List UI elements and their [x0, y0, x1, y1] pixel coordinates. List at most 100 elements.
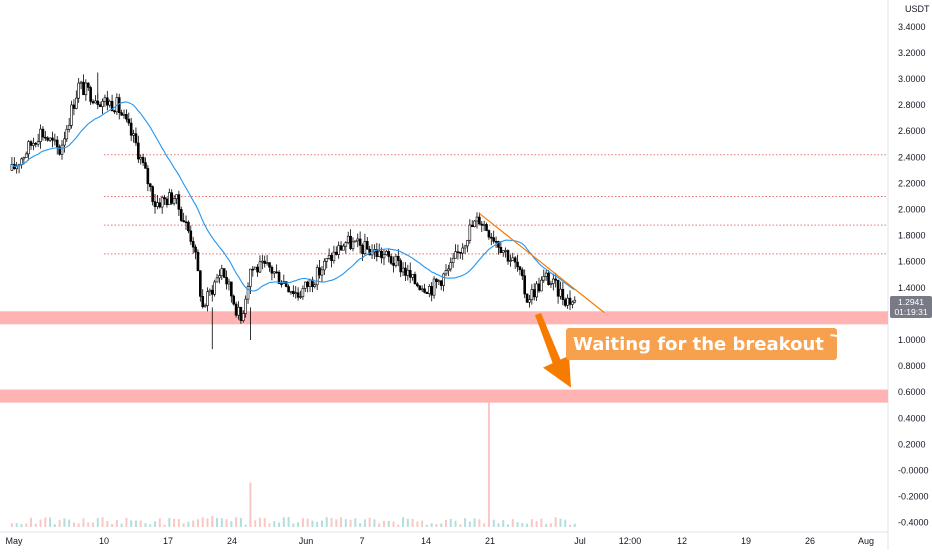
candle-body	[58, 146, 61, 155]
candle-body	[265, 262, 269, 264]
time-tick-label: 12	[677, 536, 687, 546]
descending-trendline[interactable]	[479, 212, 605, 314]
candle-body	[509, 260, 512, 262]
callout[interactable]: Waiting for the breakout ⤵	[566, 328, 849, 360]
candle-body	[542, 276, 546, 281]
candle-body	[53, 139, 57, 142]
volume-bar	[230, 521, 233, 527]
candle-body	[239, 306, 243, 321]
candle-body	[358, 238, 362, 246]
volume-bar	[187, 521, 190, 527]
candle-body	[523, 275, 526, 295]
candle-body	[451, 257, 455, 263]
volume-bar	[139, 520, 142, 527]
support-zone-band[interactable]	[0, 311, 888, 325]
candle-body	[458, 251, 462, 254]
candle-body	[101, 101, 104, 107]
breakdown-arrow[interactable]	[535, 313, 571, 388]
callout-box[interactable]	[566, 328, 837, 360]
candle-body	[337, 245, 340, 255]
volume-bar	[444, 519, 447, 527]
price-tick-label: 1.6000	[898, 257, 926, 267]
candle-body	[289, 290, 293, 293]
volume-bar	[569, 524, 572, 527]
candle-body	[315, 267, 319, 286]
volume-bar	[507, 524, 509, 527]
time-axis[interactable]: May 10 17 24 Jun 7 14 21 Jul 12:00 12 19 26 Aug	[5, 536, 874, 546]
candle-body	[125, 114, 128, 120]
time-tick-label: Jul	[574, 536, 586, 546]
candle-body	[24, 153, 28, 158]
candle-body	[571, 301, 574, 305]
candle-body	[492, 237, 495, 242]
candle-body	[153, 201, 157, 207]
price-tick-label: 2.4000	[898, 152, 926, 162]
candle-body	[387, 251, 391, 257]
volume-bar	[325, 517, 328, 527]
current-price-value: 1.2941	[898, 297, 924, 307]
volume-bar	[101, 517, 104, 527]
candle-body	[113, 110, 116, 113]
candle-body	[172, 198, 176, 204]
volume-bar	[149, 524, 152, 527]
bar-countdown: 01:19:31	[894, 307, 927, 317]
candle-body	[287, 286, 290, 293]
price-axis[interactable]: 3.4000 3.2000 3.0000 2.8000 2.6000 2.4000 2.20…	[898, 22, 929, 528]
volume-bar	[430, 523, 433, 527]
volume-bar	[239, 517, 242, 527]
volume-bar	[115, 520, 118, 527]
price-tick-label: 3.0000	[898, 74, 926, 84]
candle-body	[563, 299, 567, 306]
time-tick-label: 26	[805, 536, 815, 546]
candle-body	[175, 194, 178, 200]
price-unit: USDT	[905, 4, 930, 14]
volume-bar	[235, 517, 238, 527]
candle-body	[237, 306, 240, 316]
volume-bar	[63, 518, 66, 527]
price-tick-label: 2.8000	[898, 100, 926, 110]
volume-bar	[435, 523, 438, 527]
time-tick-label: 24	[227, 536, 237, 546]
candle-body	[478, 216, 481, 225]
candle-body	[86, 82, 90, 88]
candle-body	[280, 283, 283, 285]
candle-body	[473, 220, 476, 227]
volume-bar	[49, 517, 52, 527]
candle-body	[230, 281, 233, 297]
time-tick-label: 12:00	[619, 536, 642, 546]
candle-body	[306, 281, 309, 287]
candle-body	[318, 267, 321, 276]
volume-bar	[502, 520, 505, 527]
candle-body	[77, 82, 80, 99]
candle-body	[437, 280, 441, 283]
candle-body	[129, 122, 133, 136]
volume-bar	[378, 523, 381, 527]
candle-body	[208, 289, 212, 293]
candle-body	[201, 296, 205, 308]
candle-body	[439, 280, 443, 286]
candle-body	[535, 283, 538, 298]
candle-body	[499, 247, 503, 254]
support-zone-band[interactable]	[0, 389, 888, 403]
volume-bar	[402, 517, 405, 527]
candle-body	[117, 97, 121, 113]
candle-body	[191, 241, 195, 248]
volume-bar	[349, 519, 352, 527]
candle-body	[220, 268, 224, 276]
volume-bar	[297, 522, 300, 527]
candle-body	[511, 257, 515, 261]
candle-body	[327, 255, 331, 259]
candle-body	[189, 230, 193, 242]
volume-bar	[454, 520, 457, 527]
price-tick-label: 0.2000	[898, 439, 926, 449]
candle-body	[470, 224, 474, 227]
volume-bar	[263, 518, 266, 527]
candle-body	[215, 277, 219, 283]
volume-bar	[206, 518, 209, 527]
candle-body	[323, 260, 326, 271]
time-tick-label: May	[5, 536, 23, 546]
candle-body	[79, 81, 83, 84]
candle-body	[396, 255, 400, 261]
